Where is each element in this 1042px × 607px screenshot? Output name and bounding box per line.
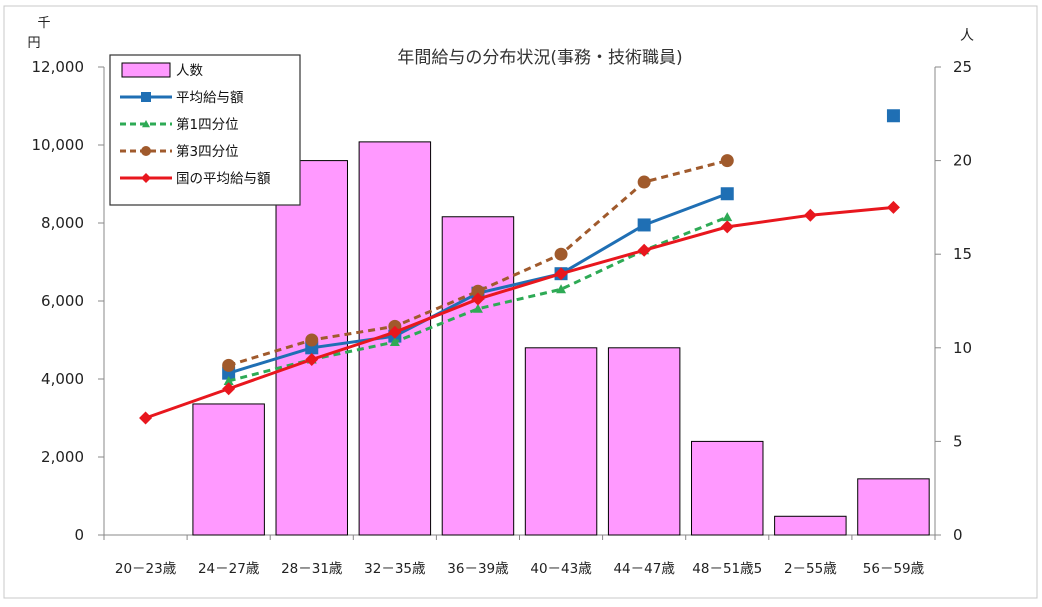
- y-left-tick-label: 6,000: [41, 292, 84, 310]
- legend-label: 第1四分位: [176, 116, 239, 133]
- x-tick-label: 24－27歳: [198, 561, 260, 577]
- bar-48－51歳: [692, 441, 763, 535]
- bar-40－43歳: [525, 348, 596, 535]
- y-left-tick-label: 10,000: [32, 136, 85, 154]
- bar-44－47歳: [608, 348, 679, 535]
- x-tick-label: 32－35歳: [364, 561, 426, 577]
- legend-marker: [141, 92, 151, 102]
- y-left-unit-bottom: 円: [27, 36, 40, 51]
- y-right-unit: 人: [960, 28, 974, 44]
- y-left-tick-label: 2,000: [41, 448, 84, 466]
- x-tick-label: 44－47歳: [613, 561, 675, 577]
- point-平均給与額-44－47歳: [638, 218, 651, 231]
- y-left-tick-label: 8,000: [41, 214, 84, 232]
- point-第3四分位-24－27歳: [222, 359, 235, 372]
- bar-36－39歳: [442, 217, 513, 535]
- chart-title: 年間給与の分布状況(事務・技術職員): [397, 48, 682, 68]
- bar-56－59歳: [858, 479, 929, 535]
- y-right-tick-label: 25: [953, 58, 972, 76]
- bar-24－27歳: [193, 404, 264, 535]
- y-left-tick-label: 0: [74, 526, 84, 544]
- legend-label: 国の平均給与額: [176, 171, 271, 187]
- x-tick-label: 48－51歳5: [692, 561, 762, 577]
- y-right-tick-label: 5: [953, 432, 963, 450]
- point-第3四分位-44－47歳: [638, 176, 651, 189]
- y-left-unit-top: 千: [37, 16, 50, 31]
- point-第3四分位-28－31歳: [305, 334, 318, 347]
- point-平均給与額-56－59歳: [887, 109, 900, 122]
- y-right-tick-label: 20: [953, 152, 972, 170]
- y-right-tick-label: 10: [953, 339, 972, 357]
- legend-label: 第3四分位: [176, 143, 239, 160]
- y-left-tick-label: 12,000: [32, 58, 85, 76]
- y-right-tick-label: 0: [953, 526, 963, 544]
- x-tick-label: 28－31歳: [281, 561, 343, 577]
- x-tick-label: 36－39歳: [447, 561, 509, 577]
- x-tick-label: 2－55歳: [784, 561, 837, 577]
- legend-label: 平均給与額: [176, 90, 244, 106]
- x-tick-label: 40－43歳: [530, 561, 592, 577]
- point-平均給与額-48－51歳: [721, 187, 734, 200]
- legend-label: 人数: [176, 63, 203, 79]
- point-第3四分位-40－43歳: [555, 248, 568, 261]
- x-tick-label: 56－59歳: [863, 561, 925, 577]
- bar-52－55歳: [775, 516, 846, 535]
- legend-marker: [141, 146, 151, 156]
- x-tick-label: 20－23歳: [115, 561, 177, 577]
- y-left-tick-label: 4,000: [41, 370, 84, 388]
- y-right-tick-label: 15: [953, 245, 972, 263]
- legend-swatch: [122, 63, 170, 77]
- point-第3四分位-48－51歳: [721, 154, 734, 167]
